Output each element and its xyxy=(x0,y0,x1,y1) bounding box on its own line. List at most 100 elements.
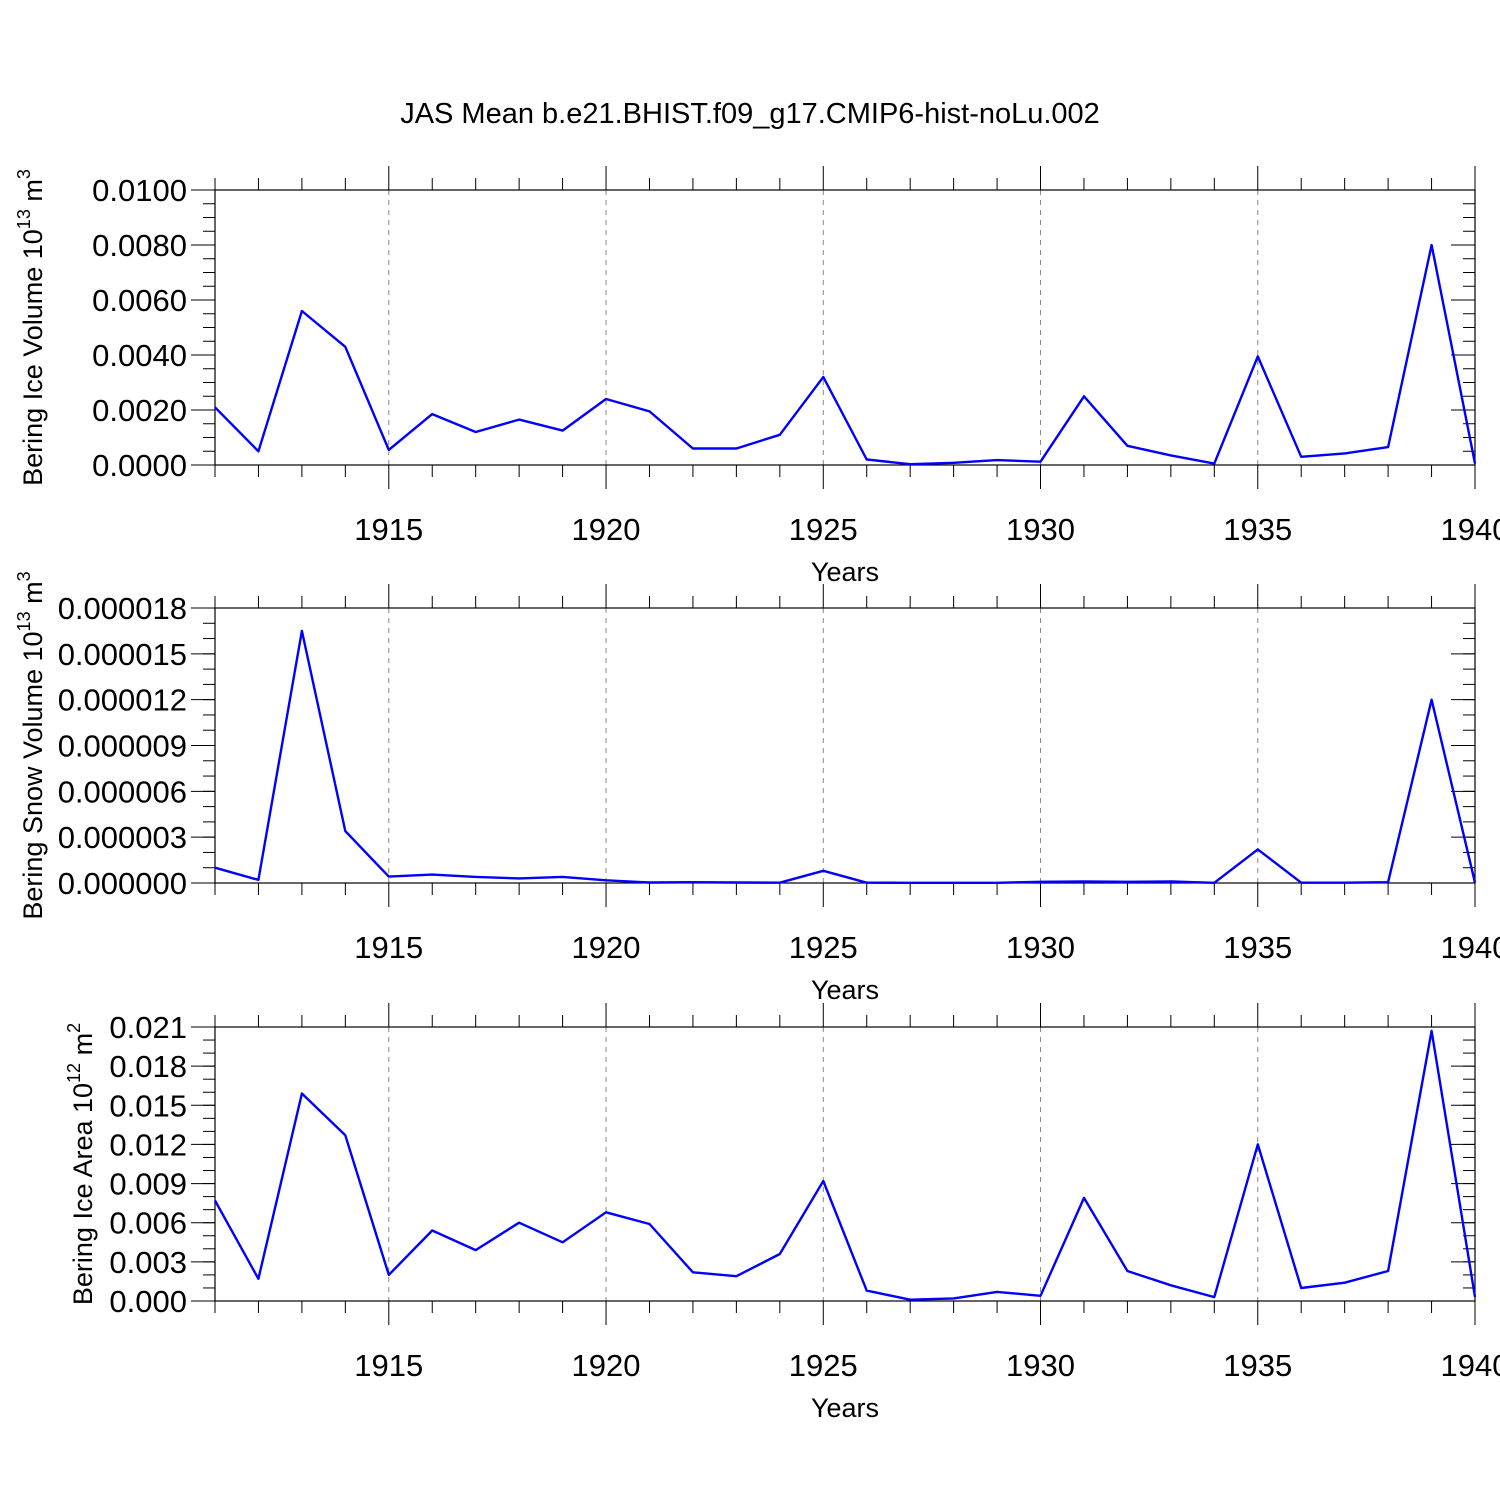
data-point xyxy=(1081,879,1086,884)
plot-frame xyxy=(214,1026,1476,1302)
data-point xyxy=(1255,1142,1260,1147)
data-point xyxy=(473,430,478,435)
data-point xyxy=(1255,354,1260,359)
data-point xyxy=(734,446,739,451)
data-point xyxy=(1081,394,1086,399)
data-point xyxy=(1386,1268,1391,1273)
y-tick-label: 0.000000 xyxy=(58,866,187,901)
y-tick-label: 0.000018 xyxy=(58,591,187,626)
x-tick-label: 1935 xyxy=(1223,1348,1292,1383)
data-point xyxy=(473,1248,478,1253)
y-tick-label: 0.003 xyxy=(109,1245,187,1280)
data-point xyxy=(864,457,869,462)
data-point xyxy=(690,880,695,885)
data-point xyxy=(1168,1283,1173,1288)
data-point xyxy=(647,880,652,885)
x-tick-label: 1920 xyxy=(572,512,641,547)
data-point xyxy=(777,880,782,885)
data-point xyxy=(256,449,261,454)
data-point xyxy=(1429,697,1434,702)
y-axis-title: Bering Ice Area 1012 m2 xyxy=(64,1023,98,1305)
y-tick-label: 0.000015 xyxy=(58,637,187,672)
data-point xyxy=(299,628,304,633)
data-point xyxy=(690,1270,695,1275)
x-tick-label: 1915 xyxy=(354,1348,423,1383)
data-point xyxy=(734,880,739,885)
panel-3: 0.000 0.003 0.006 0.009 0.012 0.015 0.018 0.021… xyxy=(64,1003,1500,1423)
y-tick-label: 0.009 xyxy=(109,1167,187,1202)
y-tick-label: 0.0000 xyxy=(92,448,187,483)
data-point xyxy=(256,877,261,882)
data-point xyxy=(1473,461,1478,466)
x-tick-label: 1940 xyxy=(1441,1348,1500,1383)
y-axis-title: Bering Ice Volume 1013 m3 xyxy=(14,169,48,486)
data-point xyxy=(604,878,609,883)
data-point xyxy=(777,432,782,437)
panel-2: 0.000000 0.000003 0.000006 0.000009 0.000012… xyxy=(14,571,1500,1005)
data-point xyxy=(821,1178,826,1183)
y-tick-label: 0.000012 xyxy=(58,683,187,718)
data-point xyxy=(1038,1293,1043,1298)
x-axis-title: Years xyxy=(811,557,879,587)
y-axis-title: Bering Snow Volume 1013 m3 xyxy=(14,571,48,919)
data-point xyxy=(604,1210,609,1215)
series-line xyxy=(214,243,1477,466)
data-point xyxy=(1125,879,1130,884)
data-point xyxy=(1473,880,1478,885)
data-point xyxy=(430,412,435,417)
data-point xyxy=(951,1296,956,1301)
data-point xyxy=(299,309,304,314)
data-point xyxy=(995,458,1000,463)
data-point xyxy=(517,876,522,881)
y-tick-label: 0.000 xyxy=(109,1284,187,1319)
data-point xyxy=(777,1252,782,1257)
y-tick-label: 0.012 xyxy=(109,1127,187,1162)
data-point xyxy=(951,880,956,885)
y-tick-label: 0.000006 xyxy=(58,774,187,809)
data-point xyxy=(604,397,609,402)
y-tick-label: 0.018 xyxy=(109,1049,187,1084)
data-point xyxy=(1429,243,1434,248)
plot-frame xyxy=(214,607,1476,884)
data-point xyxy=(560,428,565,433)
data-point xyxy=(1386,445,1391,450)
data-point xyxy=(864,1288,869,1293)
data-point xyxy=(1038,459,1043,464)
data-point xyxy=(647,409,652,414)
x-tick-label: 1925 xyxy=(789,930,858,965)
data-point xyxy=(1386,880,1391,885)
x-axis-title: Years xyxy=(811,1393,879,1423)
data-point xyxy=(256,1276,261,1281)
x-tick-label: 1925 xyxy=(789,1348,858,1383)
data-point xyxy=(690,446,695,451)
data-point xyxy=(560,874,565,879)
data-point xyxy=(1299,454,1304,459)
data-point xyxy=(1081,1195,1086,1200)
panel-1: 0.0000 0.0020 0.0040 0.0060 0.0080 0.0100 1915… xyxy=(14,166,1500,587)
data-point xyxy=(343,829,348,834)
x-tick-label: 1935 xyxy=(1223,930,1292,965)
data-point xyxy=(1212,880,1217,885)
data-point xyxy=(1125,1268,1130,1273)
x-axis-title: Years xyxy=(811,975,879,1005)
x-tick-label: 1940 xyxy=(1441,930,1500,965)
data-point xyxy=(213,1198,218,1203)
data-point xyxy=(1168,879,1173,884)
y-tick-label: 0.000003 xyxy=(58,820,187,855)
data-point xyxy=(386,874,391,879)
data-point xyxy=(951,460,956,465)
data-point xyxy=(1342,880,1347,885)
data-point xyxy=(1038,879,1043,884)
y-tick-label: 0.0100 xyxy=(92,173,187,208)
data-point xyxy=(213,865,218,870)
data-point xyxy=(995,1289,1000,1294)
data-point xyxy=(864,880,869,885)
x-tick-label: 1920 xyxy=(572,1348,641,1383)
data-point xyxy=(1255,847,1260,852)
y-tick-label: 0.0020 xyxy=(92,393,187,428)
data-point xyxy=(213,405,218,410)
series-line xyxy=(214,629,1477,884)
data-point xyxy=(1168,453,1173,458)
x-tick-label: 1930 xyxy=(1006,1348,1075,1383)
